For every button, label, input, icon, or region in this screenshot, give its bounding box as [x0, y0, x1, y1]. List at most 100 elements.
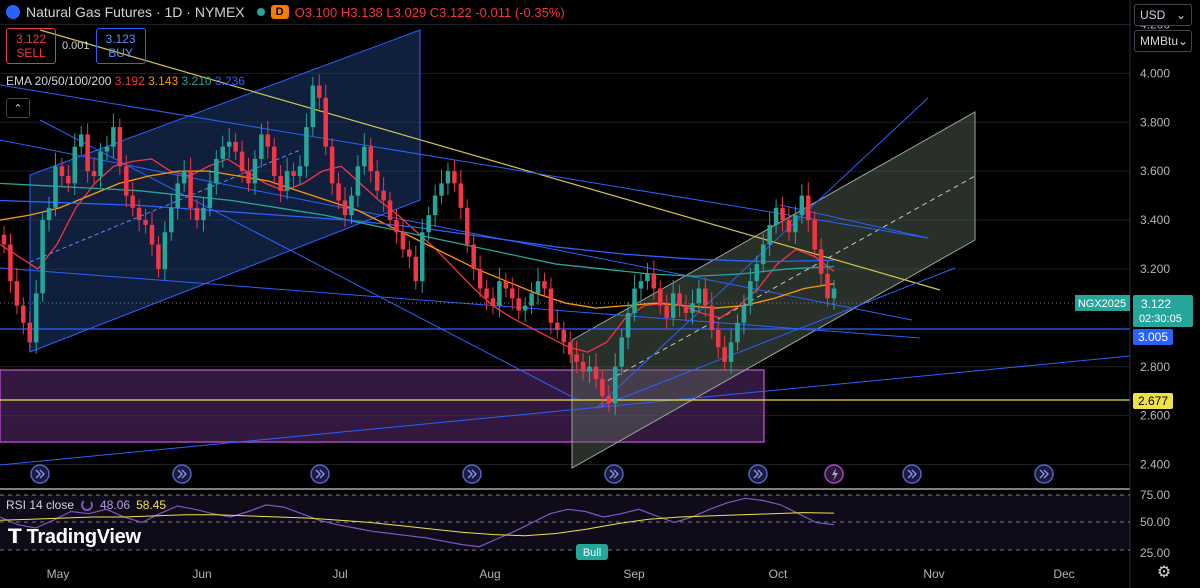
candle-body: [426, 215, 431, 233]
event-arrow-icon[interactable]: [1034, 464, 1054, 484]
bull-signal-badge: [576, 544, 608, 560]
candle-body: [510, 288, 515, 299]
candle-body: [587, 366, 592, 372]
price-tick-label: 3.400: [1140, 213, 1170, 227]
candle-body: [535, 281, 541, 294]
ema-legend[interactable]: EMA 20/50/100/200 3.192 3.143 3.210 3.23…: [6, 74, 245, 88]
candle-body: [497, 281, 502, 306]
event-arrow-icon[interactable]: [30, 464, 50, 484]
candle-body: [703, 288, 708, 306]
level-2677-label-bg: [1133, 393, 1173, 409]
event-arrow-icon[interactable]: [462, 464, 482, 484]
candle-body: [651, 273, 657, 289]
candle-body: [548, 288, 554, 323]
candle-body: [194, 207, 200, 221]
time-tick-label: May: [47, 567, 70, 581]
low-value: L3.029: [386, 4, 427, 20]
candle-body: [818, 249, 824, 274]
candle-body: [754, 264, 760, 282]
candle-body: [715, 330, 721, 348]
rsi-tick-label: 25.00: [1140, 546, 1170, 560]
candle-body: [484, 288, 489, 299]
candle-body: [670, 293, 676, 318]
candle-body: [46, 207, 52, 221]
candle-body: [465, 207, 470, 245]
candle-body: [760, 244, 766, 265]
candle-body: [239, 151, 245, 172]
unit-select[interactable]: MMBtu ⌄: [1134, 30, 1192, 52]
rsi-tick-label: 75.00: [1140, 488, 1170, 502]
event-arrow-icon[interactable]: [604, 464, 624, 484]
candle-body: [336, 183, 341, 201]
candle-body: [606, 396, 612, 404]
level-3005-label: 3.005: [1138, 330, 1168, 344]
symbol-price-tag: NGX2025: [1078, 298, 1126, 310]
candle-body: [53, 166, 58, 208]
lightning-event-icon[interactable]: [824, 464, 844, 484]
candle-body: [574, 354, 579, 362]
candle-body: [362, 146, 367, 167]
event-arrow-icon[interactable]: [748, 464, 768, 484]
blue-rising-1: [0, 355, 1131, 466]
symbol-price-tag-bg: [1075, 295, 1130, 311]
candle-body: [831, 288, 837, 299]
candle-body: [162, 232, 168, 269]
price-tick-label: 3.200: [1140, 262, 1170, 276]
candle-body: [78, 134, 84, 147]
time-tick-label: Nov: [923, 567, 944, 581]
sell-label: SELL: [16, 46, 46, 60]
event-arrow-icon[interactable]: [902, 464, 922, 484]
candle-body: [175, 183, 180, 208]
blue-rising-3: [595, 267, 956, 409]
candle-body: [471, 244, 476, 269]
settings-gear-icon[interactable]: ⚙: [1156, 564, 1172, 581]
candle-body: [40, 220, 45, 294]
buy-button[interactable]: 3.123 BUY: [95, 28, 146, 64]
event-arrow-icon[interactable]: [310, 464, 330, 484]
candle-body: [432, 195, 438, 216]
grey-channel-zone: [571, 111, 976, 469]
candle-body: [419, 232, 425, 282]
candle-body: [748, 281, 753, 306]
purple-zone: [0, 369, 765, 443]
candle-body: [226, 141, 232, 147]
sell-button[interactable]: 3.122 SELL: [6, 28, 56, 64]
candle-body: [786, 220, 792, 233]
level-2677-label: 2.677: [1138, 394, 1168, 408]
currency-select[interactable]: USD ⌄: [1134, 4, 1192, 26]
candle-body: [214, 158, 219, 184]
candle-body: [123, 166, 129, 196]
symbol-title[interactable]: Natural Gas Futures · 1D · NYMEX: [26, 4, 245, 20]
candle-body: [374, 171, 380, 191]
event-arrow-icon[interactable]: [172, 464, 192, 484]
bar-countdown-label: 02:30:05: [1139, 313, 1182, 325]
candle-body: [400, 232, 406, 250]
price-tick-label: 4.000: [1140, 66, 1170, 80]
candle-body: [278, 176, 283, 191]
candle-body: [72, 146, 78, 184]
blue-channel-zone: [29, 29, 421, 353]
candle-body: [593, 366, 599, 379]
last-price-label-bg: [1133, 295, 1193, 327]
ema20-value: 3.192: [114, 74, 145, 88]
candle-body: [561, 330, 567, 343]
candle-body: [696, 288, 702, 304]
tv-icon: 𝗧: [8, 526, 22, 548]
candle-body: [188, 171, 193, 208]
price-tick-label: 3.800: [1140, 115, 1170, 129]
candle-body: [773, 207, 779, 225]
event-icons[interactable]: [30, 464, 1054, 484]
candle-body: [664, 305, 669, 318]
rsi-value: 48.06: [100, 498, 131, 512]
candle-body: [387, 200, 393, 221]
candle-body: [233, 141, 238, 152]
candle-body: [66, 176, 71, 184]
candle-body: [59, 166, 65, 177]
tradingview-logo[interactable]: 𝗧 TradingView: [8, 524, 141, 549]
rsi-legend[interactable]: RSI 14 close 48.06 58.45: [6, 498, 166, 512]
time-tick-label: Dec: [1053, 567, 1074, 581]
collapse-legend-button[interactable]: ⌃: [6, 98, 30, 118]
sell-price: 3.122: [15, 32, 47, 46]
candle-body: [117, 127, 123, 167]
